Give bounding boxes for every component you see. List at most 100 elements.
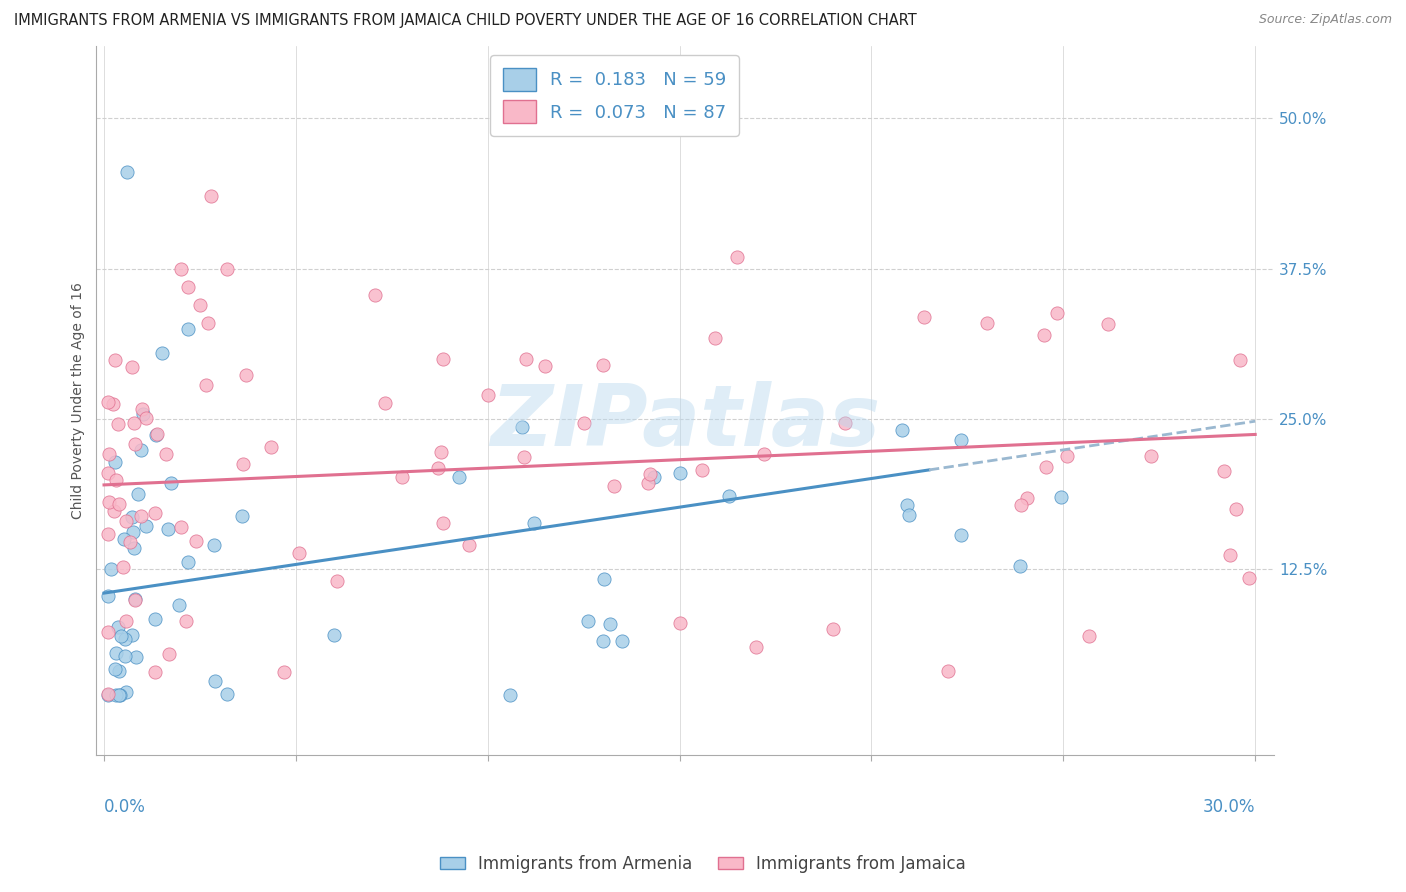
Point bbox=[593, 572, 616, 586]
Point bbox=[204, 673, 226, 688]
Point bbox=[426, 461, 449, 475]
Point bbox=[115, 614, 138, 628]
Point bbox=[100, 562, 122, 576]
Point bbox=[1225, 502, 1247, 516]
Point bbox=[1140, 449, 1163, 463]
Point bbox=[115, 684, 138, 698]
Point bbox=[592, 634, 614, 648]
Point bbox=[326, 574, 349, 588]
Point bbox=[170, 520, 193, 534]
Point bbox=[1046, 306, 1069, 320]
Point bbox=[235, 368, 257, 382]
Text: 0.0%: 0.0% bbox=[104, 798, 146, 816]
Point bbox=[449, 470, 471, 484]
Point bbox=[391, 470, 413, 484]
Point bbox=[260, 440, 283, 454]
Point bbox=[823, 622, 845, 636]
Point bbox=[108, 688, 131, 702]
Point bbox=[668, 616, 690, 631]
Point bbox=[135, 411, 157, 425]
Point bbox=[167, 598, 190, 612]
Y-axis label: Child Poverty Under the Age of 16: Child Poverty Under the Age of 16 bbox=[72, 283, 86, 519]
Point bbox=[1049, 490, 1071, 504]
Point bbox=[637, 476, 659, 491]
Point bbox=[105, 688, 128, 702]
Point bbox=[131, 508, 153, 523]
Legend: R =  0.183   N = 59, R =  0.073   N = 87: R = 0.183 N = 59, R = 0.073 N = 87 bbox=[491, 55, 740, 136]
Point bbox=[114, 632, 136, 647]
Point bbox=[288, 546, 311, 560]
Point bbox=[725, 250, 748, 264]
Point bbox=[107, 497, 129, 511]
Point bbox=[976, 316, 998, 330]
Point bbox=[1033, 327, 1056, 342]
Point bbox=[176, 614, 198, 628]
Point bbox=[103, 504, 125, 518]
Point bbox=[98, 495, 121, 509]
Point bbox=[669, 466, 692, 480]
Text: ZIPatlas: ZIPatlas bbox=[491, 381, 880, 464]
Point bbox=[127, 487, 149, 501]
Point bbox=[97, 590, 120, 604]
Point bbox=[112, 559, 135, 574]
Point bbox=[692, 463, 714, 477]
Point bbox=[121, 510, 143, 524]
Point bbox=[97, 395, 120, 409]
Point bbox=[122, 524, 145, 539]
Point bbox=[131, 401, 153, 416]
Point bbox=[143, 612, 166, 626]
Point bbox=[477, 387, 499, 401]
Point bbox=[156, 522, 179, 536]
Point bbox=[197, 316, 219, 330]
Point bbox=[499, 688, 522, 702]
Point bbox=[155, 447, 177, 461]
Point bbox=[574, 417, 596, 431]
Point bbox=[107, 417, 129, 431]
Point bbox=[145, 427, 167, 442]
Point bbox=[121, 360, 143, 375]
Point bbox=[200, 189, 222, 203]
Point bbox=[430, 445, 453, 459]
Point bbox=[897, 508, 920, 522]
Point bbox=[145, 665, 167, 679]
Point bbox=[124, 592, 146, 607]
Point bbox=[101, 397, 124, 411]
Point bbox=[1078, 629, 1101, 643]
Point bbox=[638, 467, 661, 481]
Point bbox=[936, 664, 959, 678]
Point bbox=[103, 455, 125, 469]
Point bbox=[215, 261, 238, 276]
Point bbox=[108, 688, 131, 702]
Point bbox=[745, 640, 768, 655]
Point bbox=[110, 629, 132, 643]
Point bbox=[273, 665, 295, 680]
Point bbox=[124, 437, 146, 451]
Point bbox=[432, 516, 454, 530]
Point bbox=[1056, 450, 1078, 464]
Point bbox=[115, 514, 138, 528]
Point bbox=[157, 647, 180, 661]
Point bbox=[217, 687, 239, 701]
Point bbox=[643, 469, 665, 483]
Point bbox=[104, 352, 127, 367]
Point bbox=[143, 506, 166, 520]
Point bbox=[177, 321, 200, 335]
Point bbox=[107, 620, 129, 634]
Point bbox=[177, 279, 200, 293]
Point bbox=[204, 538, 226, 552]
Point bbox=[135, 519, 157, 533]
Point bbox=[534, 359, 557, 373]
Point bbox=[374, 396, 396, 410]
Point bbox=[125, 650, 148, 665]
Point bbox=[592, 358, 614, 372]
Point bbox=[1035, 460, 1057, 475]
Point bbox=[891, 424, 914, 438]
Point bbox=[114, 649, 136, 664]
Point bbox=[704, 331, 727, 345]
Point bbox=[186, 534, 208, 549]
Point bbox=[599, 616, 621, 631]
Point bbox=[150, 345, 173, 359]
Point bbox=[170, 261, 193, 276]
Point bbox=[188, 298, 211, 312]
Legend: Immigrants from Armenia, Immigrants from Jamaica: Immigrants from Armenia, Immigrants from… bbox=[433, 848, 973, 880]
